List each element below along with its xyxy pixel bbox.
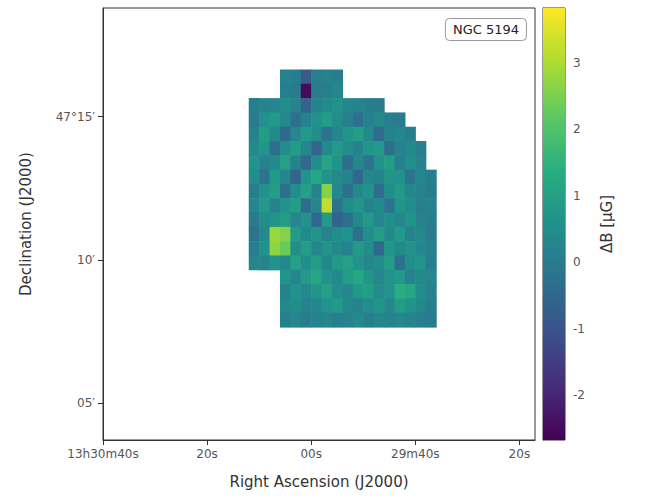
svg-text:10′: 10′ [77, 253, 95, 267]
svg-text:05′: 05′ [77, 396, 95, 410]
svg-text:NGC 5194: NGC 5194 [453, 22, 519, 37]
svg-text:1: 1 [573, 189, 581, 203]
svg-text:Declination (J2000): Declination (J2000) [17, 152, 35, 296]
svg-text:47°15′: 47°15′ [56, 110, 96, 124]
svg-text:20s: 20s [509, 447, 531, 461]
svg-text:Right Ascension (J2000): Right Ascension (J2000) [229, 473, 408, 491]
svg-text:3: 3 [573, 56, 581, 70]
svg-text:29m40s: 29m40s [391, 447, 439, 461]
svg-text:2: 2 [573, 122, 581, 136]
svg-text:13h30m40s: 13h30m40s [67, 447, 138, 461]
svg-text:0: 0 [573, 255, 581, 269]
svg-text:20s: 20s [196, 447, 218, 461]
svg-text:-2: -2 [573, 388, 585, 402]
svg-text:00s: 00s [300, 447, 322, 461]
svg-text:ΔB [μG]: ΔB [μG] [598, 195, 616, 253]
svg-text:-1: -1 [573, 322, 585, 336]
